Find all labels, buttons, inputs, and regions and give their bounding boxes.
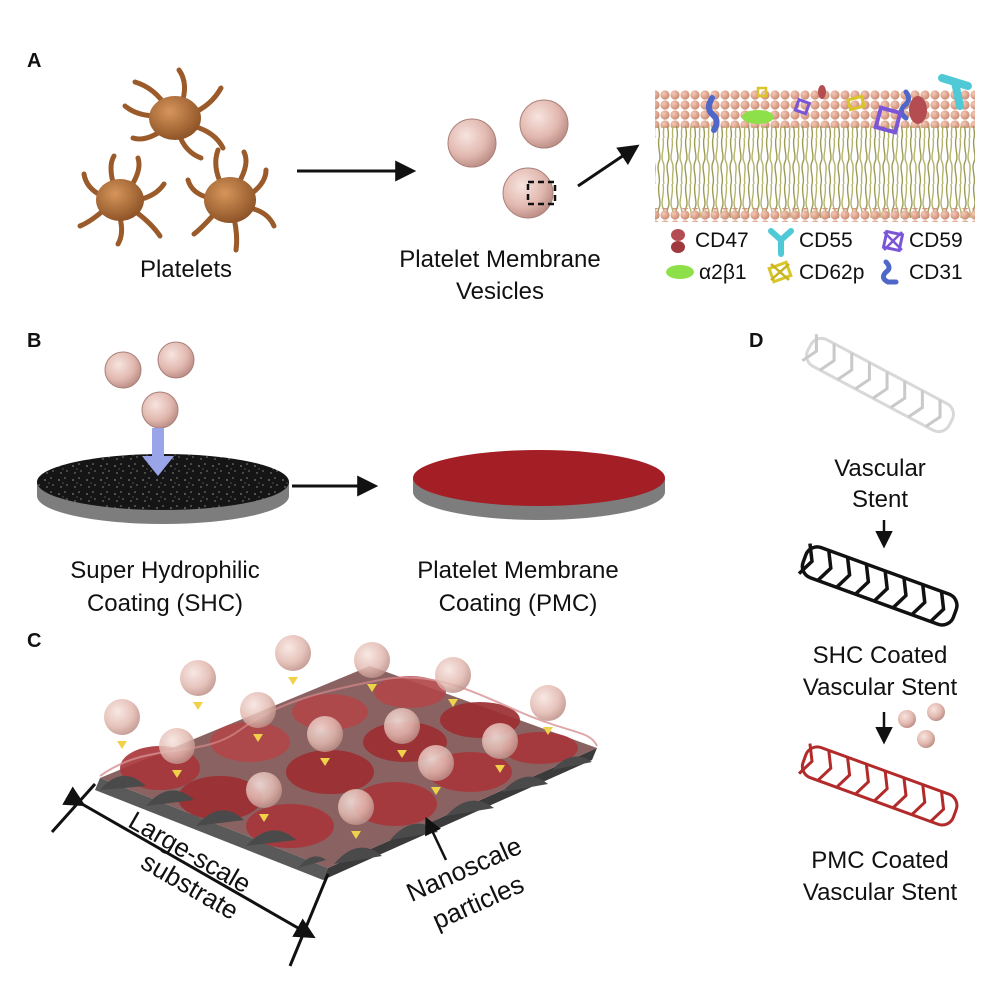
drop-arrow	[142, 428, 174, 476]
platelet-cluster	[77, 67, 277, 253]
pmc-label-line1: Platelet Membrane	[417, 557, 619, 584]
shc-stent-label-line1: SHC Coated	[812, 642, 948, 669]
legend-icons	[666, 228, 905, 285]
pmc-disc	[413, 450, 665, 520]
a2b1-protein	[742, 110, 774, 124]
a2b1-icon	[666, 265, 694, 279]
legend-label-cd55: CD55	[799, 229, 853, 252]
legend-label-cd31: CD31	[909, 261, 963, 284]
cd47-icon	[671, 229, 685, 253]
shc-coated-stent	[797, 543, 959, 627]
platelet	[77, 153, 167, 247]
pmc-stent-label-line1: PMC Coated	[811, 847, 949, 874]
zoom-box	[526, 180, 557, 206]
pmc-coated-stent	[797, 743, 959, 827]
arrow-vesicle-to-membrane	[577, 144, 640, 188]
cd62p-protein	[846, 94, 866, 112]
platelet	[185, 147, 277, 253]
legend-label-cd47: CD47	[695, 229, 749, 252]
shc-disc	[37, 454, 289, 524]
legend-label-a2b1: α2β1	[699, 261, 747, 284]
falling-vesicles	[104, 635, 566, 839]
shc-stent-label-line2: Vascular Stent	[802, 674, 958, 701]
panel-label-c: C	[27, 630, 42, 652]
vesicle	[502, 167, 554, 219]
cd55-icon	[768, 228, 794, 257]
stent-label-line1: Vascular	[834, 455, 926, 482]
cd62p-icon	[767, 260, 793, 284]
vesicle-group	[447, 99, 569, 219]
panel-label-a: A	[27, 50, 42, 72]
cd59-icon	[881, 229, 905, 253]
substrate-dimension	[50, 782, 330, 967]
shc-label-line2: Coating (SHC)	[86, 590, 244, 617]
membrane-bilayer	[655, 90, 975, 222]
cd31-protein	[706, 95, 720, 133]
vascular-stent	[801, 334, 955, 434]
legend-label-cd59: CD59	[909, 229, 963, 252]
particles-pointer	[425, 816, 448, 861]
cd59-protein	[793, 97, 812, 116]
cd55-protein	[938, 74, 972, 110]
stent-label-line2: Stent	[851, 486, 909, 513]
vesicles-label-line1: Platelet Membrane	[399, 246, 601, 273]
vesicle	[519, 99, 569, 149]
cd47-protein	[818, 85, 826, 99]
legend-label-cd62p: CD62p	[799, 261, 865, 284]
vesicles-label-line2: Vesicles	[455, 278, 545, 305]
platelet	[122, 67, 226, 161]
pmc-label-line2: Coating (PMC)	[438, 590, 598, 617]
cd31-icon	[880, 259, 899, 285]
cd62p-protein	[756, 86, 768, 98]
cd59-protein	[873, 105, 903, 135]
cd47-protein	[909, 96, 927, 124]
panel-label-d: D	[749, 330, 764, 352]
vesicle	[447, 118, 497, 168]
stent-vesicles	[898, 703, 945, 748]
dropping-vesicles	[104, 341, 195, 429]
platelets-label: Platelets	[139, 256, 233, 283]
pmc-stent-label-line2: Vascular Stent	[802, 879, 958, 906]
shc-label-line1: Super Hydrophilic	[70, 557, 260, 584]
cd31-protein	[898, 89, 912, 121]
panel-label-b: B	[27, 330, 42, 352]
membrane-proteins	[706, 74, 972, 135]
